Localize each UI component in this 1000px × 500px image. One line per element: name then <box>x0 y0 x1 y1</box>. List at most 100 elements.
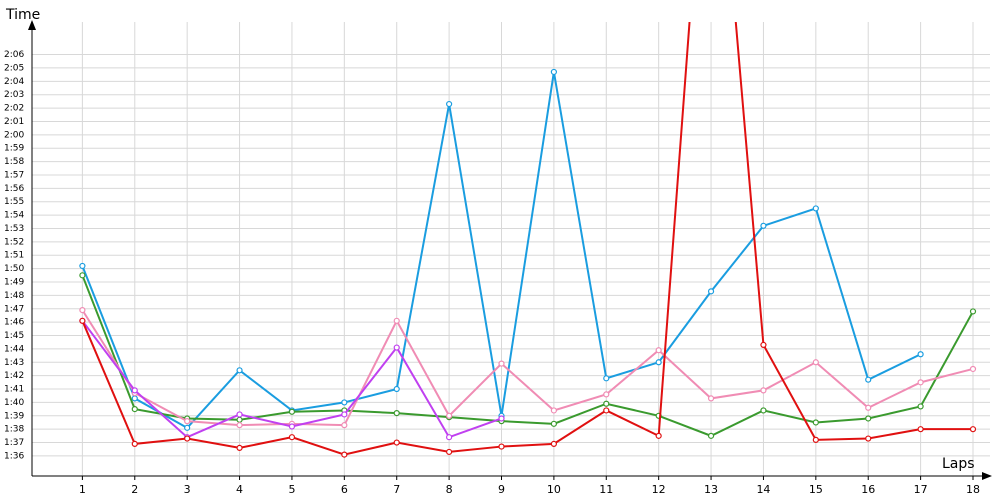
y-tick-label: 2:03 <box>4 90 24 100</box>
point <box>812 359 819 366</box>
y-tick-label: 1:52 <box>4 237 24 247</box>
point <box>498 443 505 450</box>
series-line <box>81 309 974 427</box>
point <box>288 423 296 430</box>
point <box>393 439 400 446</box>
y-tick-label: 1:38 <box>4 425 24 435</box>
y-tick-label: 1:55 <box>4 197 24 207</box>
point <box>341 411 348 418</box>
point <box>865 435 872 442</box>
x-tick-label: 1 <box>79 483 86 496</box>
y-tick-label: 2:05 <box>4 63 24 73</box>
y-tick-label: 1:37 <box>4 438 24 448</box>
point <box>812 419 819 426</box>
point <box>707 288 715 295</box>
y-tick-label: 1:51 <box>4 251 24 261</box>
y-tick-label: 1:53 <box>4 224 24 234</box>
grid <box>32 22 990 476</box>
x-arrow <box>982 472 992 480</box>
point <box>917 426 924 433</box>
y-tick-label: 1:43 <box>4 358 24 368</box>
point <box>760 387 767 394</box>
point <box>917 379 924 386</box>
point <box>236 422 243 429</box>
point <box>550 440 557 447</box>
x-tick-label: 18 <box>966 483 980 496</box>
point <box>498 415 505 422</box>
point <box>341 451 348 458</box>
x-tick-label: 16 <box>861 483 875 496</box>
point <box>446 434 453 441</box>
point <box>550 420 557 427</box>
y-tick-label: 1:56 <box>4 184 24 194</box>
point <box>969 426 977 433</box>
point <box>131 406 138 413</box>
y-tick-label: 1:54 <box>4 211 24 221</box>
point <box>288 434 296 441</box>
y-tick-label: 1:50 <box>4 264 24 274</box>
point <box>917 403 924 410</box>
point <box>812 436 819 443</box>
point <box>760 222 767 229</box>
x-tick-label: 7 <box>393 483 400 496</box>
point <box>760 341 767 348</box>
point <box>393 385 400 393</box>
point <box>393 317 400 324</box>
point <box>603 391 610 398</box>
y-tick-label: 1:49 <box>4 278 24 288</box>
y-tick-label: 2:04 <box>4 77 24 87</box>
point <box>393 410 400 417</box>
y-tick-label: 1:44 <box>4 344 24 354</box>
point <box>603 400 610 407</box>
point <box>184 418 191 425</box>
point <box>550 68 557 76</box>
y-tick-label: 2:00 <box>4 130 24 140</box>
x-tick-label: 2 <box>131 483 138 496</box>
point <box>498 360 505 367</box>
x-tick-label: 11 <box>599 483 613 496</box>
x-tick-label: 6 <box>341 483 348 496</box>
y-tick-label: 1:42 <box>4 371 24 381</box>
point <box>917 351 924 358</box>
point <box>236 367 243 374</box>
x-tick-label: 12 <box>652 483 666 496</box>
x-tick-label: 3 <box>184 483 191 496</box>
point <box>865 404 872 411</box>
x-tick-label: 14 <box>756 483 770 496</box>
point <box>655 432 662 439</box>
point <box>184 424 191 431</box>
y-tick-label: 2:02 <box>4 104 24 114</box>
point <box>446 412 453 419</box>
point <box>603 407 610 414</box>
x-tick-label: 4 <box>236 483 243 496</box>
y-tick-label: 1:59 <box>4 144 24 154</box>
series-line <box>81 274 974 437</box>
y-tick-label: 1:45 <box>4 331 24 341</box>
point <box>655 347 662 354</box>
y-tick-label: 1:58 <box>4 157 24 167</box>
point <box>288 408 296 415</box>
y-tick-label: 1:36 <box>4 451 24 461</box>
point <box>236 416 243 423</box>
point <box>550 407 557 414</box>
x-tick-label: 15 <box>809 483 823 496</box>
y-tick-label: 1:41 <box>4 385 24 395</box>
x-tick-label: 13 <box>704 483 718 496</box>
y-tick-label: 1:39 <box>4 411 24 421</box>
y-tick-label: 1:57 <box>4 170 24 180</box>
y-tick-label: 2:01 <box>4 117 24 127</box>
point <box>79 272 86 279</box>
point <box>603 375 610 382</box>
point <box>655 359 662 366</box>
point <box>131 440 138 447</box>
point <box>341 399 348 406</box>
y-tick-label: 1:48 <box>4 291 24 301</box>
point <box>236 411 243 418</box>
x-tick-label: 8 <box>446 483 453 496</box>
y-tick-label: 1:46 <box>4 318 24 328</box>
point <box>707 432 715 439</box>
point <box>131 387 138 394</box>
point <box>236 444 243 452</box>
x-tick-label: 5 <box>288 483 295 496</box>
